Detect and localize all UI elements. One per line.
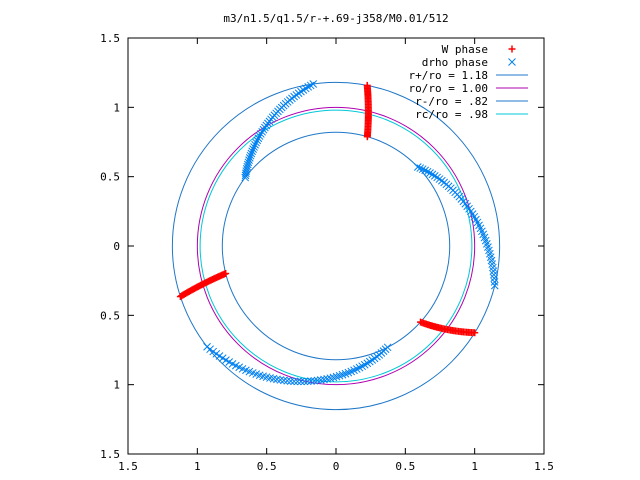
data-point: [252, 138, 260, 147]
circle-r-line: [171, 81, 501, 411]
series-w-phase: [176, 81, 479, 337]
data-point: [430, 172, 439, 180]
data-point: [323, 375, 332, 383]
data-point: [280, 376, 288, 385]
data-point: [256, 130, 265, 138]
data-point: [490, 281, 499, 290]
data-point: [243, 162, 252, 171]
data-point: [303, 377, 312, 386]
data-point: [433, 173, 442, 182]
legend-label: drho phase: [422, 56, 488, 69]
y-tick-label: 0: [113, 240, 120, 253]
data-point: [363, 81, 371, 89]
data-point: [245, 154, 254, 162]
data-point: [258, 127, 266, 136]
legend-label: W phase: [442, 43, 488, 56]
legend-marker-sample: [508, 45, 516, 53]
circle-r-line: [221, 131, 451, 361]
data-point: [255, 132, 264, 140]
data-point: [329, 373, 338, 382]
data-point: [290, 377, 299, 386]
y-tick-label: 1.5: [100, 32, 120, 45]
series-drho-phase: [203, 80, 499, 386]
data-point: [253, 136, 262, 145]
data-point: [383, 343, 392, 352]
data-point: [251, 140, 259, 149]
data-point: [313, 376, 322, 385]
data-point: [242, 165, 251, 173]
data-point: [206, 345, 214, 354]
data-point: [250, 143, 258, 151]
y-tick-label: 0.5: [100, 171, 120, 184]
x-tick-label: 1.5: [118, 460, 138, 473]
data-point: [490, 274, 499, 283]
legend-label: ro/ro = 1.00: [409, 82, 488, 95]
circle-series: [171, 81, 501, 411]
data-point: [297, 87, 305, 96]
y-tick-label: 1.5: [100, 448, 120, 461]
data-point: [247, 149, 256, 158]
data-point: [326, 374, 335, 383]
data-point: [307, 377, 315, 385]
circle-rc-line: [199, 109, 473, 383]
data-point: [423, 167, 432, 176]
data-point: [309, 80, 318, 88]
data-point: [310, 376, 319, 385]
data-point: [276, 376, 285, 384]
y-tick-label: 0.5: [100, 309, 120, 322]
data-point: [418, 165, 427, 174]
data-point: [244, 158, 253, 167]
data-point: [413, 163, 422, 171]
data-point: [283, 376, 292, 385]
legend-marker-sample: [508, 58, 516, 66]
x-tick-label: 0.5: [257, 460, 277, 473]
data-point: [316, 376, 325, 384]
axis-ticks: 1.5 1 0.5 0 0.5 1 1.51.510.500.511.5: [100, 32, 554, 473]
y-tick-label: 1: [113, 101, 120, 114]
data-point: [248, 147, 257, 156]
x-tick-label: 1: [194, 460, 201, 473]
data-point: [428, 170, 437, 179]
circle-ro-line: [196, 106, 476, 386]
data-point: [243, 160, 252, 169]
data-point: [209, 347, 218, 356]
y-tick-label: 1: [113, 379, 120, 392]
data-point: [286, 377, 295, 385]
data-point: [254, 134, 263, 143]
data-point: [297, 377, 305, 386]
legend-label: r-/ro = .82: [415, 95, 488, 108]
data-point: [246, 151, 255, 160]
data-point: [335, 371, 344, 380]
data-point: [332, 372, 341, 381]
data-point: [293, 377, 302, 386]
data-point: [490, 278, 499, 286]
x-tick-label: 0: [333, 460, 340, 473]
legend-label: rc/ro = .98: [415, 108, 488, 121]
data-point: [426, 169, 434, 177]
x-tick-label: 0.5: [395, 460, 415, 473]
point-series: [176, 80, 499, 386]
data-point: [416, 164, 425, 172]
data-point: [176, 293, 184, 301]
x-tick-label: 1: [471, 460, 478, 473]
data-point: [320, 375, 328, 384]
x-tick-label: 1.5: [534, 460, 554, 473]
data-point: [471, 329, 479, 337]
data-point: [421, 166, 430, 175]
data-point: [245, 156, 253, 164]
chart-title: m3/n1.5/q1.5/r-+.69-j358/M0.01/512: [223, 12, 448, 25]
data-point: [300, 377, 309, 386]
data-point: [249, 145, 257, 153]
legend-label: r+/ro = 1.18: [409, 69, 488, 82]
